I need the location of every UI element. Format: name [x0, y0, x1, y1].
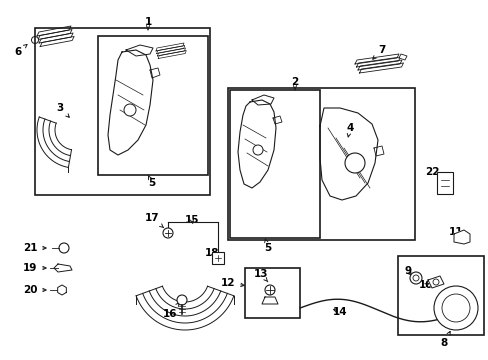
Polygon shape — [108, 50, 153, 155]
Circle shape — [441, 294, 469, 322]
Text: 6: 6 — [14, 44, 27, 57]
Polygon shape — [150, 68, 160, 78]
Text: 16: 16 — [163, 303, 179, 319]
Circle shape — [412, 275, 418, 281]
Text: 8: 8 — [440, 332, 449, 348]
Circle shape — [124, 104, 136, 116]
Text: 11: 11 — [448, 227, 462, 240]
Text: 10: 10 — [418, 280, 432, 290]
Text: 20: 20 — [23, 285, 46, 295]
Bar — [229, 90, 319, 238]
Polygon shape — [157, 48, 185, 56]
Circle shape — [345, 153, 364, 173]
Bar — [35, 28, 209, 195]
Text: 7: 7 — [372, 45, 385, 59]
Polygon shape — [158, 50, 186, 58]
Circle shape — [432, 279, 438, 285]
Bar — [397, 256, 483, 335]
Text: 22: 22 — [424, 167, 442, 182]
Circle shape — [59, 243, 69, 253]
Bar — [244, 268, 299, 318]
Text: 14: 14 — [332, 307, 346, 317]
Polygon shape — [40, 36, 74, 46]
Circle shape — [177, 295, 186, 305]
Polygon shape — [157, 45, 184, 54]
Text: 13: 13 — [253, 269, 268, 282]
Polygon shape — [357, 60, 401, 70]
Polygon shape — [354, 54, 398, 64]
Polygon shape — [373, 146, 383, 156]
Text: 18: 18 — [204, 248, 219, 258]
Text: 5: 5 — [264, 239, 271, 253]
Text: 2: 2 — [291, 77, 298, 90]
Polygon shape — [453, 230, 469, 244]
Bar — [436, 172, 452, 194]
Polygon shape — [398, 54, 406, 60]
Bar — [227, 88, 414, 240]
Text: 3: 3 — [56, 103, 69, 117]
Circle shape — [252, 145, 263, 155]
Polygon shape — [54, 264, 72, 272]
Circle shape — [433, 286, 477, 330]
Polygon shape — [37, 26, 71, 36]
Polygon shape — [39, 33, 73, 43]
Circle shape — [409, 272, 421, 284]
Text: 12: 12 — [220, 278, 244, 288]
Polygon shape — [427, 276, 443, 288]
Text: 5: 5 — [148, 175, 155, 188]
Polygon shape — [251, 95, 273, 105]
Circle shape — [31, 36, 39, 44]
Text: 4: 4 — [346, 123, 353, 137]
Polygon shape — [156, 43, 183, 51]
Text: 19: 19 — [23, 263, 46, 273]
Polygon shape — [238, 100, 275, 188]
Polygon shape — [319, 108, 377, 200]
Polygon shape — [38, 30, 72, 40]
Text: 21: 21 — [23, 243, 46, 253]
Bar — [212, 252, 224, 264]
Circle shape — [163, 228, 173, 238]
Polygon shape — [126, 45, 153, 56]
Polygon shape — [58, 285, 66, 295]
Bar — [98, 36, 207, 175]
Text: 17: 17 — [144, 213, 163, 228]
Text: 9: 9 — [404, 266, 411, 276]
Polygon shape — [262, 297, 278, 304]
Polygon shape — [356, 57, 400, 67]
Polygon shape — [359, 63, 403, 73]
Text: 1: 1 — [144, 17, 151, 30]
Circle shape — [264, 285, 274, 295]
Text: 15: 15 — [184, 215, 199, 225]
Polygon shape — [272, 116, 282, 124]
